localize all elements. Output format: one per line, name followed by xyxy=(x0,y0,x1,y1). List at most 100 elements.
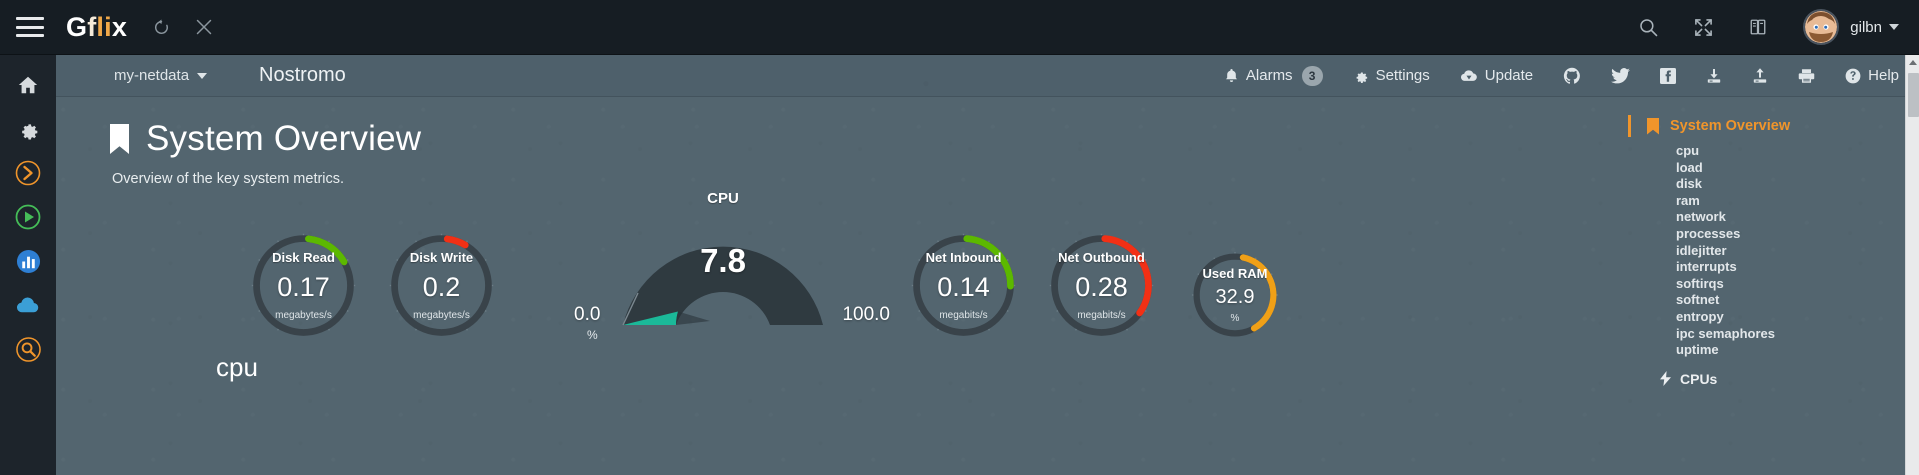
topbar-right-group: gilbn xyxy=(1603,9,1919,45)
gear-icon xyxy=(1356,71,1367,83)
alarms-count-badge: 3 xyxy=(1301,65,1323,86)
gauge-value: 32.9 xyxy=(1215,286,1255,308)
book-icon[interactable] xyxy=(1749,18,1767,36)
cpu-gauge-min: 0.0 xyxy=(574,304,601,325)
chevron-down-icon xyxy=(1889,24,1899,30)
section-title-cpu: cpu xyxy=(216,352,258,382)
sidebar-item-cloud[interactable] xyxy=(0,283,56,327)
toc-list: cpu load disk ram network processes idle… xyxy=(1676,143,1903,359)
gauge-units: megabits/s xyxy=(1077,310,1126,321)
upload-icon[interactable] xyxy=(1752,67,1768,84)
hostname-label[interactable]: Nostromo xyxy=(259,64,346,86)
page-title-text: System Overview xyxy=(146,119,422,158)
bookmark-icon xyxy=(110,124,129,154)
twitter-icon[interactable] xyxy=(1611,67,1631,84)
sidebar-item-stats[interactable] xyxy=(0,239,56,283)
toc-item-softnet[interactable]: softnet xyxy=(1676,292,1720,308)
scrollbar-thumb[interactable] xyxy=(1908,73,1919,117)
page-header: System Overview Overview of the key syst… xyxy=(56,97,1907,187)
toc-item-uptime[interactable]: uptime xyxy=(1676,342,1719,358)
settings-button[interactable]: Settings xyxy=(1353,67,1430,84)
download-icon[interactable] xyxy=(1706,68,1722,84)
update-button[interactable]: Update xyxy=(1460,67,1533,84)
gauge-cpu[interactable]: CPU 7.8 0.0 % 100.0 xyxy=(574,190,890,353)
gauge-net-outbound[interactable]: Net Outbound 0.28 megabits/s xyxy=(1044,228,1159,343)
brand-letter-f: f xyxy=(87,11,97,42)
cloud-download-icon xyxy=(1460,70,1477,81)
brand-letter-g: G xyxy=(66,11,88,42)
gauge-ring-disk-write xyxy=(389,233,494,336)
gauge-units: megabits/s xyxy=(939,310,988,321)
gauge-label: Net Inbound xyxy=(925,250,1002,265)
sidebar-item-settings[interactable] xyxy=(0,107,56,151)
print-icon[interactable] xyxy=(1798,68,1815,84)
avatar[interactable] xyxy=(1803,9,1840,45)
gauge-label: Disk Read xyxy=(272,250,335,265)
toc-item-softirqs[interactable]: softirqs xyxy=(1676,275,1724,291)
brand-letter-l: l xyxy=(96,11,105,42)
alarms-button[interactable]: Alarms 3 xyxy=(1224,65,1323,86)
cpu-gauge-units: % xyxy=(587,328,598,342)
gauge-used-ram[interactable]: Used RAM 32.9 % xyxy=(1188,248,1282,342)
scroll-up-arrow[interactable] xyxy=(1906,55,1919,69)
search-icon[interactable] xyxy=(1639,18,1658,37)
refresh-icon[interactable] xyxy=(153,19,170,36)
gauge-disk-write[interactable]: Disk Write 0.2 megabytes/s xyxy=(384,228,499,343)
cpu-gauge-label: CPU xyxy=(707,190,739,207)
main-content: System Overview Overview of the key syst… xyxy=(56,97,1907,475)
gauge-label: Used RAM xyxy=(1202,266,1268,281)
gauge-net-inbound[interactable]: Net Inbound 0.14 megabits/s xyxy=(906,228,1021,343)
sidebar-item-play[interactable] xyxy=(0,195,56,239)
gauge-label: Net Outbound xyxy=(1058,250,1145,265)
sidebar-item-terminal[interactable] xyxy=(0,151,56,195)
cpu-gauge-max: 100.0 xyxy=(842,304,890,325)
facebook-icon[interactable] xyxy=(1660,67,1677,84)
host-label: my-netdata xyxy=(114,67,190,84)
app-brand-logo[interactable]: Gflix xyxy=(66,12,127,43)
username-label: gilbn xyxy=(1850,18,1882,36)
toc-item-cpu[interactable]: cpu xyxy=(1676,143,1700,158)
toc-item-idlejitter[interactable]: idlejitter xyxy=(1676,242,1727,258)
toc-item-disk[interactable]: disk xyxy=(1676,176,1703,192)
toc-header-system-overview[interactable]: System Overview xyxy=(1628,115,1903,137)
vertical-scrollbar[interactable] xyxy=(1905,55,1919,475)
brand-letter-x: x xyxy=(111,11,128,42)
toc-item-processes[interactable]: processes xyxy=(1676,225,1741,241)
toc-item-ipc-semaphores[interactable]: ipc semaphores xyxy=(1676,325,1775,341)
gauge-value: 0.17 xyxy=(277,272,330,302)
help-button[interactable]: Help xyxy=(1845,67,1899,84)
sidebar-item-search[interactable] xyxy=(0,327,56,371)
toc-item-ram[interactable]: ram xyxy=(1676,192,1700,208)
sidebar-item-home[interactable] xyxy=(0,63,56,107)
github-icon[interactable] xyxy=(1563,67,1581,85)
top-app-bar: Gflix xyxy=(0,0,1919,55)
bolt-icon xyxy=(1660,371,1671,387)
question-circle-icon xyxy=(1845,68,1861,83)
gauge-units: megabytes/s xyxy=(275,310,332,321)
toc-item-interrupts[interactable]: interrupts xyxy=(1676,259,1737,275)
gauge-label: Disk Write xyxy=(409,250,474,265)
cpu-gauge-dial xyxy=(622,246,823,326)
toc-item-entropy[interactable]: entropy xyxy=(1676,308,1724,324)
expand-icon[interactable] xyxy=(1694,18,1713,37)
toc-group-label: CPUs xyxy=(1680,370,1718,387)
host-selector[interactable]: my-netdata xyxy=(114,67,208,84)
toc-item-network[interactable]: network xyxy=(1676,209,1726,225)
user-menu[interactable]: gilbn xyxy=(1850,19,1899,36)
close-icon[interactable] xyxy=(196,19,212,35)
left-icon-rail xyxy=(0,55,56,475)
gauge-units: % xyxy=(1230,313,1240,324)
toc-group-cpus[interactable]: CPUs xyxy=(1660,371,1903,387)
gauges-row: Disk Read 0.17 megabytes/s xyxy=(246,190,1446,370)
hamburger-icon[interactable] xyxy=(16,17,44,37)
page-title: System Overview xyxy=(110,119,1907,159)
chevron-down-icon xyxy=(197,72,208,79)
toc-item-load[interactable]: load xyxy=(1676,159,1703,175)
gauge-ring-disk-read xyxy=(251,233,356,336)
gauge-disk-read[interactable]: Disk Read 0.17 megabytes/s xyxy=(246,228,361,343)
gauge-ring-net-inbound xyxy=(911,233,1016,336)
gauge-ring-net-outbound xyxy=(1049,233,1154,336)
gauge-ring-used-ram xyxy=(1191,251,1279,337)
table-of-contents: System Overview cpu load disk ram networ… xyxy=(1628,97,1903,475)
